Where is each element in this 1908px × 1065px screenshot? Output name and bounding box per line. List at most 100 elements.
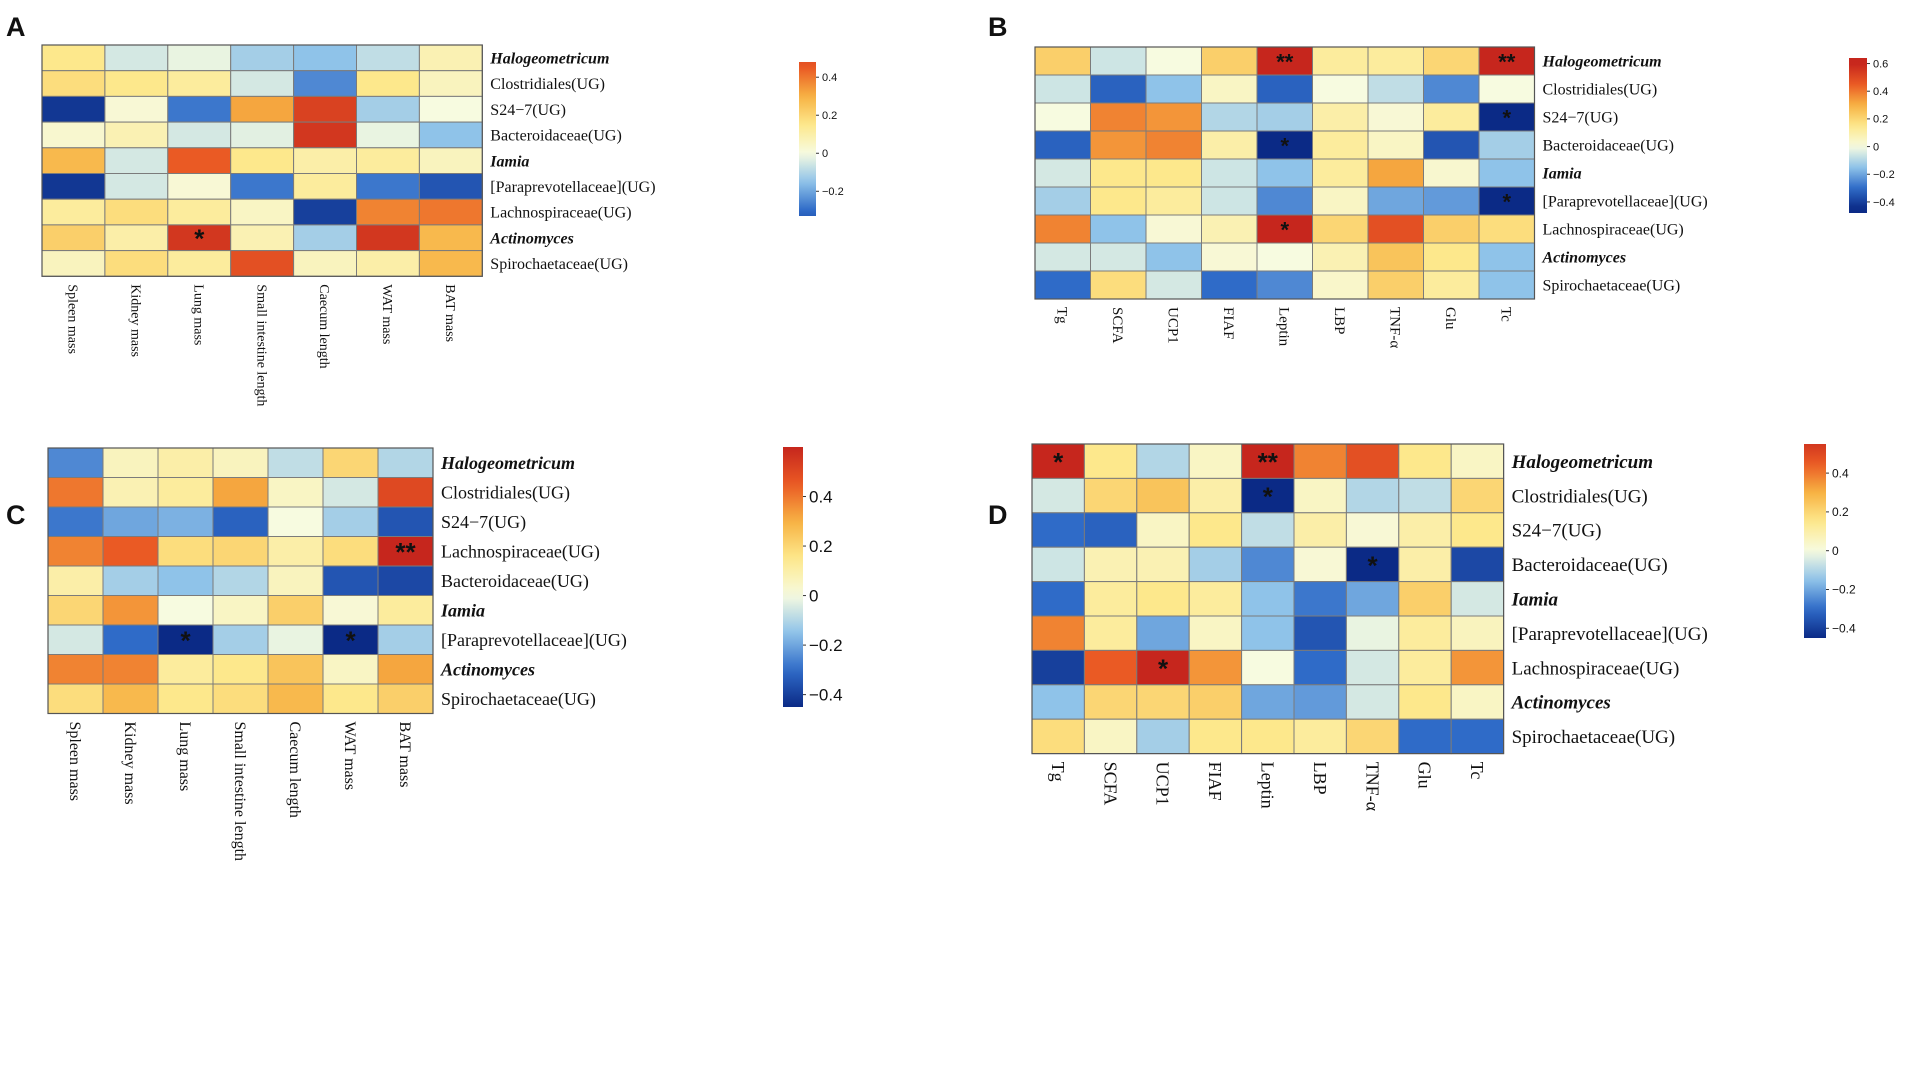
heatmap-cell [1345,477,1400,514]
heatmap-cell [1145,158,1202,188]
colorbar-tick-label: −0.2 [809,636,843,655]
colorbar-tick-label: 0.4 [822,72,837,84]
heatmap-cell [1034,74,1091,104]
heatmap-cell [1090,242,1147,272]
heatmap-cell [1201,130,1258,160]
heatmap-cell [157,565,214,596]
heatmap-cell [1312,186,1369,216]
heatmap-cell [157,595,214,626]
heatmap-cell [47,447,104,478]
colorbar-tick-label: 0.4 [1873,86,1888,98]
col-label-small-intestine-length: Small intestine length [231,722,248,862]
heatmap-cell [157,683,214,714]
heatmap-cell [47,506,104,537]
heatmap-cell [1188,684,1243,720]
significance-star: ** [1276,49,1294,74]
colorbar-tick-label: 0.2 [1832,505,1849,519]
heatmap-cell [41,173,106,200]
heatmap-cell [1031,615,1085,651]
heatmap-cell [1031,512,1085,548]
heatmap-cell [1034,130,1091,160]
heatmap-cell [1188,512,1243,548]
col-label-fiaf: FIAF [1205,762,1225,801]
col-label-glu: Glu [1415,762,1435,789]
row-label-paraprevotellaceae-ug: [Paraprevotellaceae](UG) [1543,194,1708,211]
colorbar-tick-label: 0 [1873,141,1879,153]
heatmap-cell [1031,684,1085,720]
heatmap-cell [212,595,269,626]
heatmap-cell [1201,214,1258,244]
row-label-bacteroidaceae-ug: Bacteroidaceae(UG) [1543,138,1674,155]
heatmap-cell [1367,74,1424,104]
heatmap-cell [102,565,159,596]
heatmap-cell [1345,615,1400,651]
heatmap-cell [212,477,269,508]
row-label-paraprevotellaceae-ug: [Paraprevotellaceae](UG) [490,179,655,196]
heatmap-cell [1367,186,1424,216]
heatmap-cell [377,477,434,508]
colorbar-tick-label: 0.6 [1873,58,1888,70]
heatmap-cell [167,173,232,200]
heatmap-cell [1201,102,1258,132]
row-label-clostridiales-ug: Clostridiales(UG) [441,483,570,504]
col-label-tnf: TNF-α [1362,762,1382,812]
heatmap-cell [41,147,106,175]
col-label-tg: Tg [1054,307,1070,324]
heatmap-cell [356,44,420,72]
heatmap-cell [1083,615,1138,651]
heatmap-cell [1256,270,1313,300]
heatmap-cell [1478,130,1535,160]
row-label-iamia: Iamia [440,601,485,621]
row-label-halogeometricum: Halogeometricum [489,50,609,67]
heatmap-cell [1293,477,1347,514]
heatmap-cell [1031,546,1085,583]
col-label-bat-mass: BAT mass [396,722,413,788]
heatmap-cell [1367,46,1424,76]
heatmap-cell [418,250,483,277]
heatmap-cell [1423,242,1480,272]
heatmap-cell [1083,443,1138,479]
heatmap-cell [322,624,379,655]
heatmap-cell [1145,242,1202,272]
row-label-spirochaetaceae-ug: Spirochaetaceae(UG) [1543,278,1681,295]
heatmap-cell [1312,270,1369,300]
heatmap-cell [1188,477,1243,514]
heatmap-cell [104,121,169,149]
heatmap-cell [1145,102,1202,132]
heatmap-cell [1256,186,1313,216]
heatmap-cell [356,224,420,252]
colorbar [783,447,803,707]
col-label-scfa: SCFA [1109,307,1125,344]
heatmap-cell [1367,158,1424,188]
heatmap-cell [1345,649,1400,686]
heatmap-cell [1312,130,1369,160]
heatmap-cell [1083,512,1138,548]
heatmap-cell [1090,270,1147,300]
heatmap-cell [1293,684,1347,720]
row-label-iamia: Iamia [1511,589,1559,610]
heatmap-cell [1398,684,1452,720]
col-label-small-intestine-length: Small intestine length [253,284,268,406]
heatmap-cell [1201,158,1258,188]
col-label-bat-mass: BAT mass [442,284,457,342]
panel-letter-c: C [6,500,26,530]
heatmap-cell [356,173,420,200]
heatmap-cell [1423,46,1480,76]
heatmap-cell [1136,477,1190,514]
heatmap-cell [1398,581,1452,617]
heatmap-cell [1188,443,1243,479]
row-label-lachnospiraceae-ug: Lachnospiraceae(UG) [1543,222,1684,239]
colorbar [1804,444,1826,638]
heatmap-cell [1293,443,1347,479]
heatmap-cell [230,95,295,123]
heatmap-cell [41,224,106,252]
heatmap-cell [1450,684,1505,720]
heatmap-cell [1398,615,1452,651]
heatmap-cell [293,173,358,200]
heatmap-cell [267,683,324,714]
heatmap-cell [1256,74,1313,104]
heatmap-cell [1034,186,1091,216]
heatmap-cell [322,683,379,714]
heatmap-cell [1398,443,1452,479]
heatmap-cell [157,654,214,685]
